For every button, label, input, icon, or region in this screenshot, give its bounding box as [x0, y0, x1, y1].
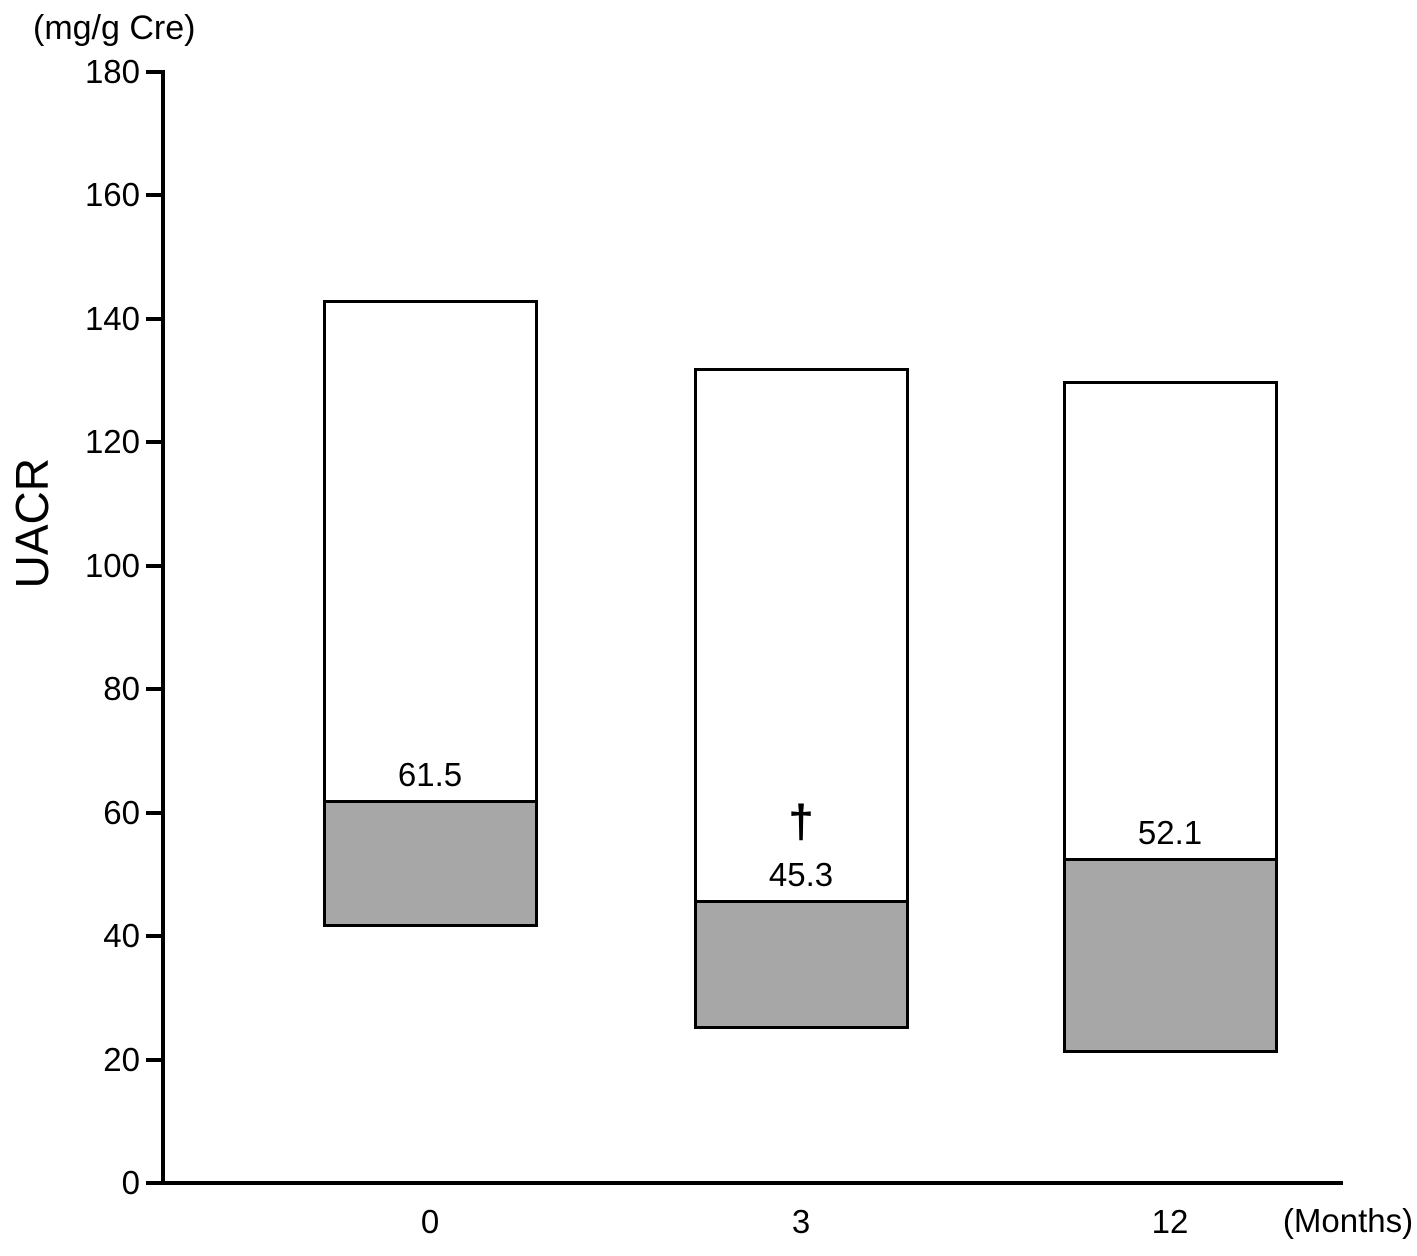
y-tick-mark — [146, 440, 161, 445]
y-tick-label: 40 — [103, 917, 140, 955]
median-value-label: 45.3 — [768, 856, 834, 894]
y-tick-mark — [146, 1181, 161, 1185]
bar-box — [1062, 380, 1278, 1054]
y-tick-mark — [146, 934, 161, 939]
y-tick-label: 20 — [103, 1040, 140, 1078]
y-tick-label: 60 — [103, 793, 140, 831]
y-tick-mark — [146, 563, 161, 568]
y-tick-mark — [146, 687, 161, 692]
bar-lower-segment — [1065, 858, 1275, 1051]
bar-lower-segment — [696, 900, 906, 1026]
y-tick-label: 160 — [84, 176, 140, 214]
bar-lower-segment — [325, 800, 535, 924]
y-axis-unit-label: (mg/g Cre) — [33, 9, 196, 47]
y-tick-label: 120 — [84, 423, 140, 461]
x-axis-unit-label: (Months) — [1282, 1202, 1414, 1239]
x-axis-line — [161, 1181, 1343, 1185]
y-tick-mark — [146, 810, 161, 815]
bar-box — [693, 368, 909, 1029]
dagger-annotation: † — [788, 795, 814, 848]
x-axis-category-label: 3 — [791, 1203, 811, 1240]
x-axis-category-label: 0 — [420, 1203, 440, 1240]
bar-box — [322, 300, 538, 927]
y-tick-label: 140 — [84, 299, 140, 337]
y-tick-label: 80 — [103, 670, 140, 708]
median-value-label: 61.5 — [397, 756, 463, 794]
y-tick-mark — [146, 70, 161, 74]
y-tick-label: 0 — [121, 1164, 140, 1201]
y-tick-label: 100 — [84, 546, 140, 584]
y-tick-mark — [146, 193, 161, 198]
y-tick-label: 180 — [84, 53, 140, 90]
y-axis-line — [161, 70, 165, 1185]
y-tick-mark — [146, 1057, 161, 1062]
median-value-label: 52.1 — [1137, 814, 1203, 852]
y-tick-mark — [146, 316, 161, 321]
x-axis-category-label: 12 — [1151, 1203, 1189, 1240]
